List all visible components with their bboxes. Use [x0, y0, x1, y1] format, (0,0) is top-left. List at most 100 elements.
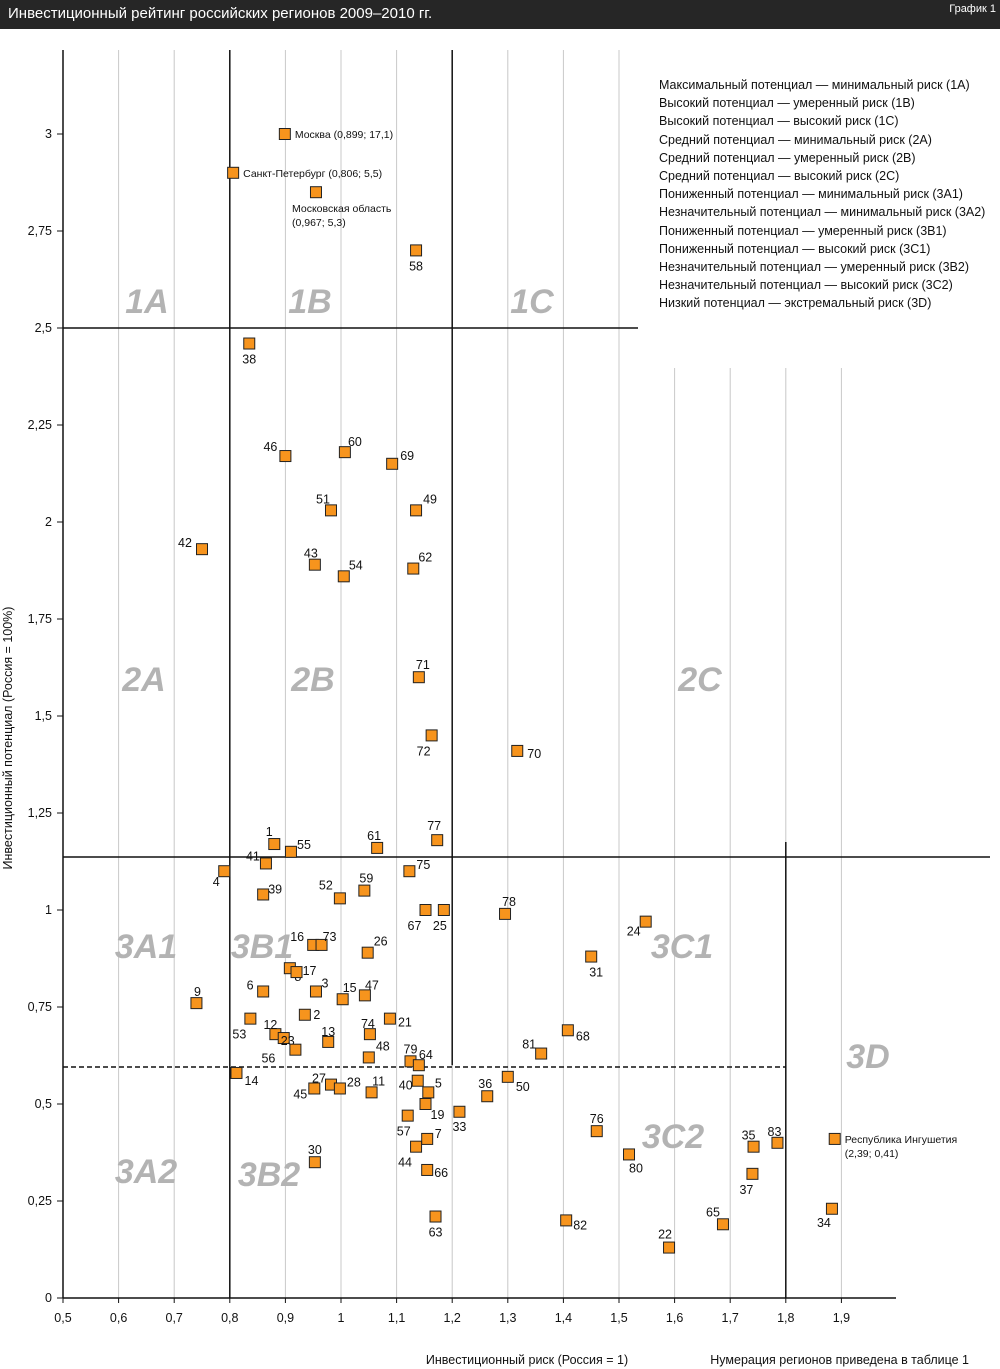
data-point [419, 1098, 432, 1110]
point-label: 72 [417, 744, 431, 758]
point-label: 78 [502, 895, 516, 909]
point-label: Москва (0,899; 17,1) [295, 129, 393, 141]
data-point [358, 884, 371, 897]
point-label: 33 [452, 1120, 466, 1134]
point-label: 48 [376, 1039, 390, 1053]
point-label: 53 [232, 1028, 246, 1042]
point-label: Республика Ингушетия [845, 1134, 958, 1146]
point-label: 14 [245, 1074, 259, 1088]
point-label: 1 [266, 825, 273, 839]
point-label: 65 [706, 1205, 720, 1219]
point-label-detail: (2,39; 0,41) [845, 1148, 899, 1160]
x-tick-label: 1 [338, 1311, 345, 1325]
data-point [333, 1082, 346, 1095]
data-point [361, 946, 374, 959]
point-label: 73 [323, 930, 337, 944]
data-point [481, 1090, 494, 1103]
data-point [535, 1047, 548, 1060]
y-tick-label: 1,5 [35, 709, 52, 723]
data-point [639, 915, 652, 928]
point-label: 67 [408, 919, 422, 933]
y-tick-label: 0,25 [28, 1194, 52, 1208]
data-point [243, 337, 256, 350]
point-label: 82 [573, 1218, 587, 1232]
point-label: 59 [359, 872, 373, 886]
data-point [401, 1109, 414, 1122]
data-point [716, 1218, 729, 1231]
x-tick-label: 0,9 [277, 1311, 294, 1325]
x-tick-label: 1,3 [499, 1311, 516, 1325]
data-point [746, 1167, 759, 1180]
legend-entry: Незначительный потенциал — высокий риск … [659, 278, 953, 293]
point-label: 5 [435, 1076, 442, 1090]
data-point [196, 543, 208, 556]
data-point [425, 729, 438, 742]
zone-label: 2C [677, 661, 722, 699]
data-point [308, 558, 321, 571]
x-tick-label: 0,5 [54, 1311, 71, 1325]
point-label: 34 [817, 1216, 831, 1230]
x-axis-label: Инвестиционный риск (Россия = 1) [426, 1353, 628, 1367]
data-point [244, 1012, 257, 1025]
data-point [825, 1202, 838, 1215]
chart-title: Инвестиционный рейтинг российских регион… [8, 5, 433, 22]
data-point [309, 186, 322, 199]
x-tick-label: 1,6 [666, 1311, 683, 1325]
y-tick-label: 2,25 [28, 418, 52, 432]
data-point [511, 744, 524, 757]
data-point [337, 570, 350, 583]
data-point [309, 985, 322, 998]
point-label: 24 [627, 925, 641, 939]
data-point [358, 989, 371, 1002]
zone-label: 1B [288, 283, 331, 321]
point-label: 70 [527, 747, 541, 761]
data-point [663, 1241, 676, 1254]
data-point [278, 128, 291, 140]
data-point [501, 1070, 514, 1083]
data-point [411, 1074, 424, 1087]
data-point [747, 1140, 760, 1153]
point-label: 42 [178, 536, 192, 550]
point-label: 17 [303, 964, 317, 978]
data-point [218, 865, 231, 878]
axes: 00,250,50,7511,251,51,7522,252,52,7530,5… [28, 50, 896, 1325]
point-label: 21 [398, 1016, 412, 1030]
point-label: 71 [416, 658, 430, 672]
data-point [453, 1105, 466, 1118]
data-point [429, 1210, 442, 1223]
y-tick-label: 0,5 [35, 1097, 52, 1111]
x-tick-label: 1,5 [610, 1311, 627, 1325]
legend-entry: Незначительный потенциал — минимальный р… [659, 205, 986, 220]
legend-entry: Высокий потенциал — умеренный риск (1В) [659, 96, 915, 111]
point-label: 79 [404, 1042, 418, 1056]
legend-entry: Средний потенциал — минимальный риск (2А… [659, 132, 932, 147]
data-point [365, 1086, 378, 1099]
y-tick-label: 0 [45, 1291, 52, 1305]
zone-label: 3A2 [115, 1153, 177, 1191]
x-tick-label: 0,7 [166, 1311, 183, 1325]
data-point [277, 1032, 290, 1045]
data-point [499, 907, 512, 920]
data-points: Москва (0,899; 17,1) Санкт-Петербург (0,8… [178, 128, 958, 1254]
y-tick-label: 2,75 [28, 224, 52, 238]
point-label: 6 [247, 978, 254, 992]
chart-number-label: График 1 [949, 3, 996, 15]
point-label: 28 [347, 1075, 361, 1089]
x-tick-label: 1,9 [833, 1311, 850, 1325]
data-point [623, 1148, 636, 1161]
point-label: Московская область [292, 203, 392, 215]
data-point [324, 504, 337, 517]
zone-label: 3C2 [642, 1118, 704, 1156]
point-label: 75 [416, 858, 430, 872]
data-point [298, 1008, 311, 1021]
point-label: 47 [365, 978, 379, 992]
point-label: 41 [246, 849, 260, 863]
legend-entry: Средний потенциал — высокий риск (2С) [659, 169, 900, 184]
data-point [333, 892, 346, 905]
point-label: 58 [409, 259, 423, 273]
zone-label: 3A1 [115, 928, 177, 966]
data-point [284, 845, 297, 858]
point-label: 62 [418, 551, 432, 565]
zone-label: 1A [125, 283, 168, 321]
point-label: 52 [319, 878, 333, 892]
